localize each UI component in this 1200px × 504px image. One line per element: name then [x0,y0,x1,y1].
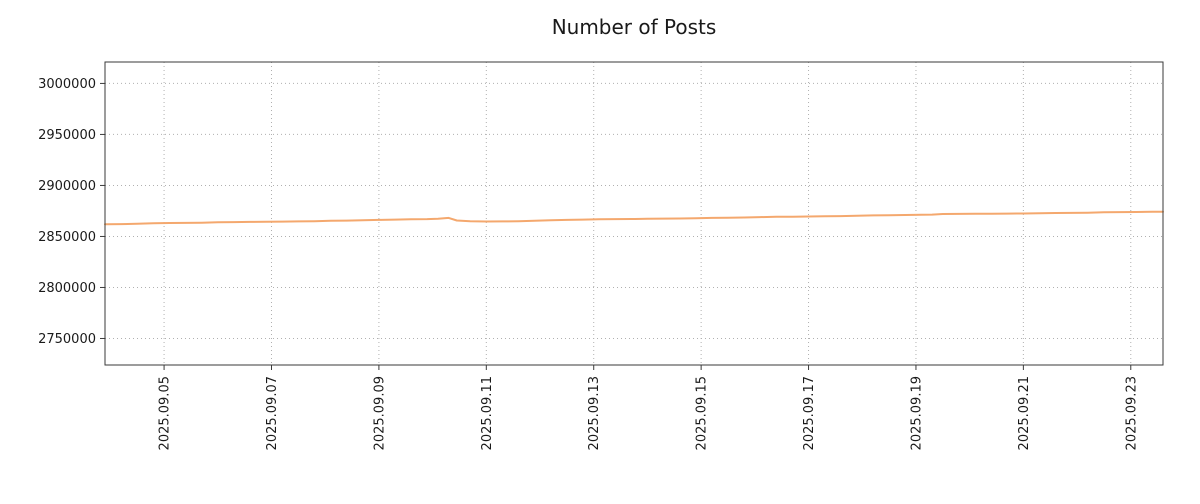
chart-title: Number of Posts [552,15,717,39]
x-tick-label: 2025.09.09 [372,376,387,450]
y-tick-label: 2800000 [38,281,96,296]
x-tick-label: 2025.09.23 [1124,376,1139,450]
x-tick-label: 2025.09.15 [695,376,710,450]
x-tick-label: 2025.09.19 [909,376,924,450]
plot-border [104,61,1164,366]
y-tick-label: 3000000 [38,77,96,92]
series-line-posts [104,210,1164,226]
y-tick-label: 2850000 [38,230,96,245]
x-tick-label: 2025.09.17 [802,376,817,450]
y-tick-label: 2950000 [38,128,96,143]
x-tick-label: 2025.09.05 [158,376,173,450]
x-tick-label: 2025.09.07 [265,376,280,450]
x-tick-label: 2025.09.11 [480,376,495,450]
y-tick-label: 2900000 [38,179,96,194]
x-tick-label: 2025.09.13 [587,376,602,450]
x-tick-label: 2025.09.21 [1017,376,1032,450]
y-tick-label: 2750000 [38,332,96,347]
